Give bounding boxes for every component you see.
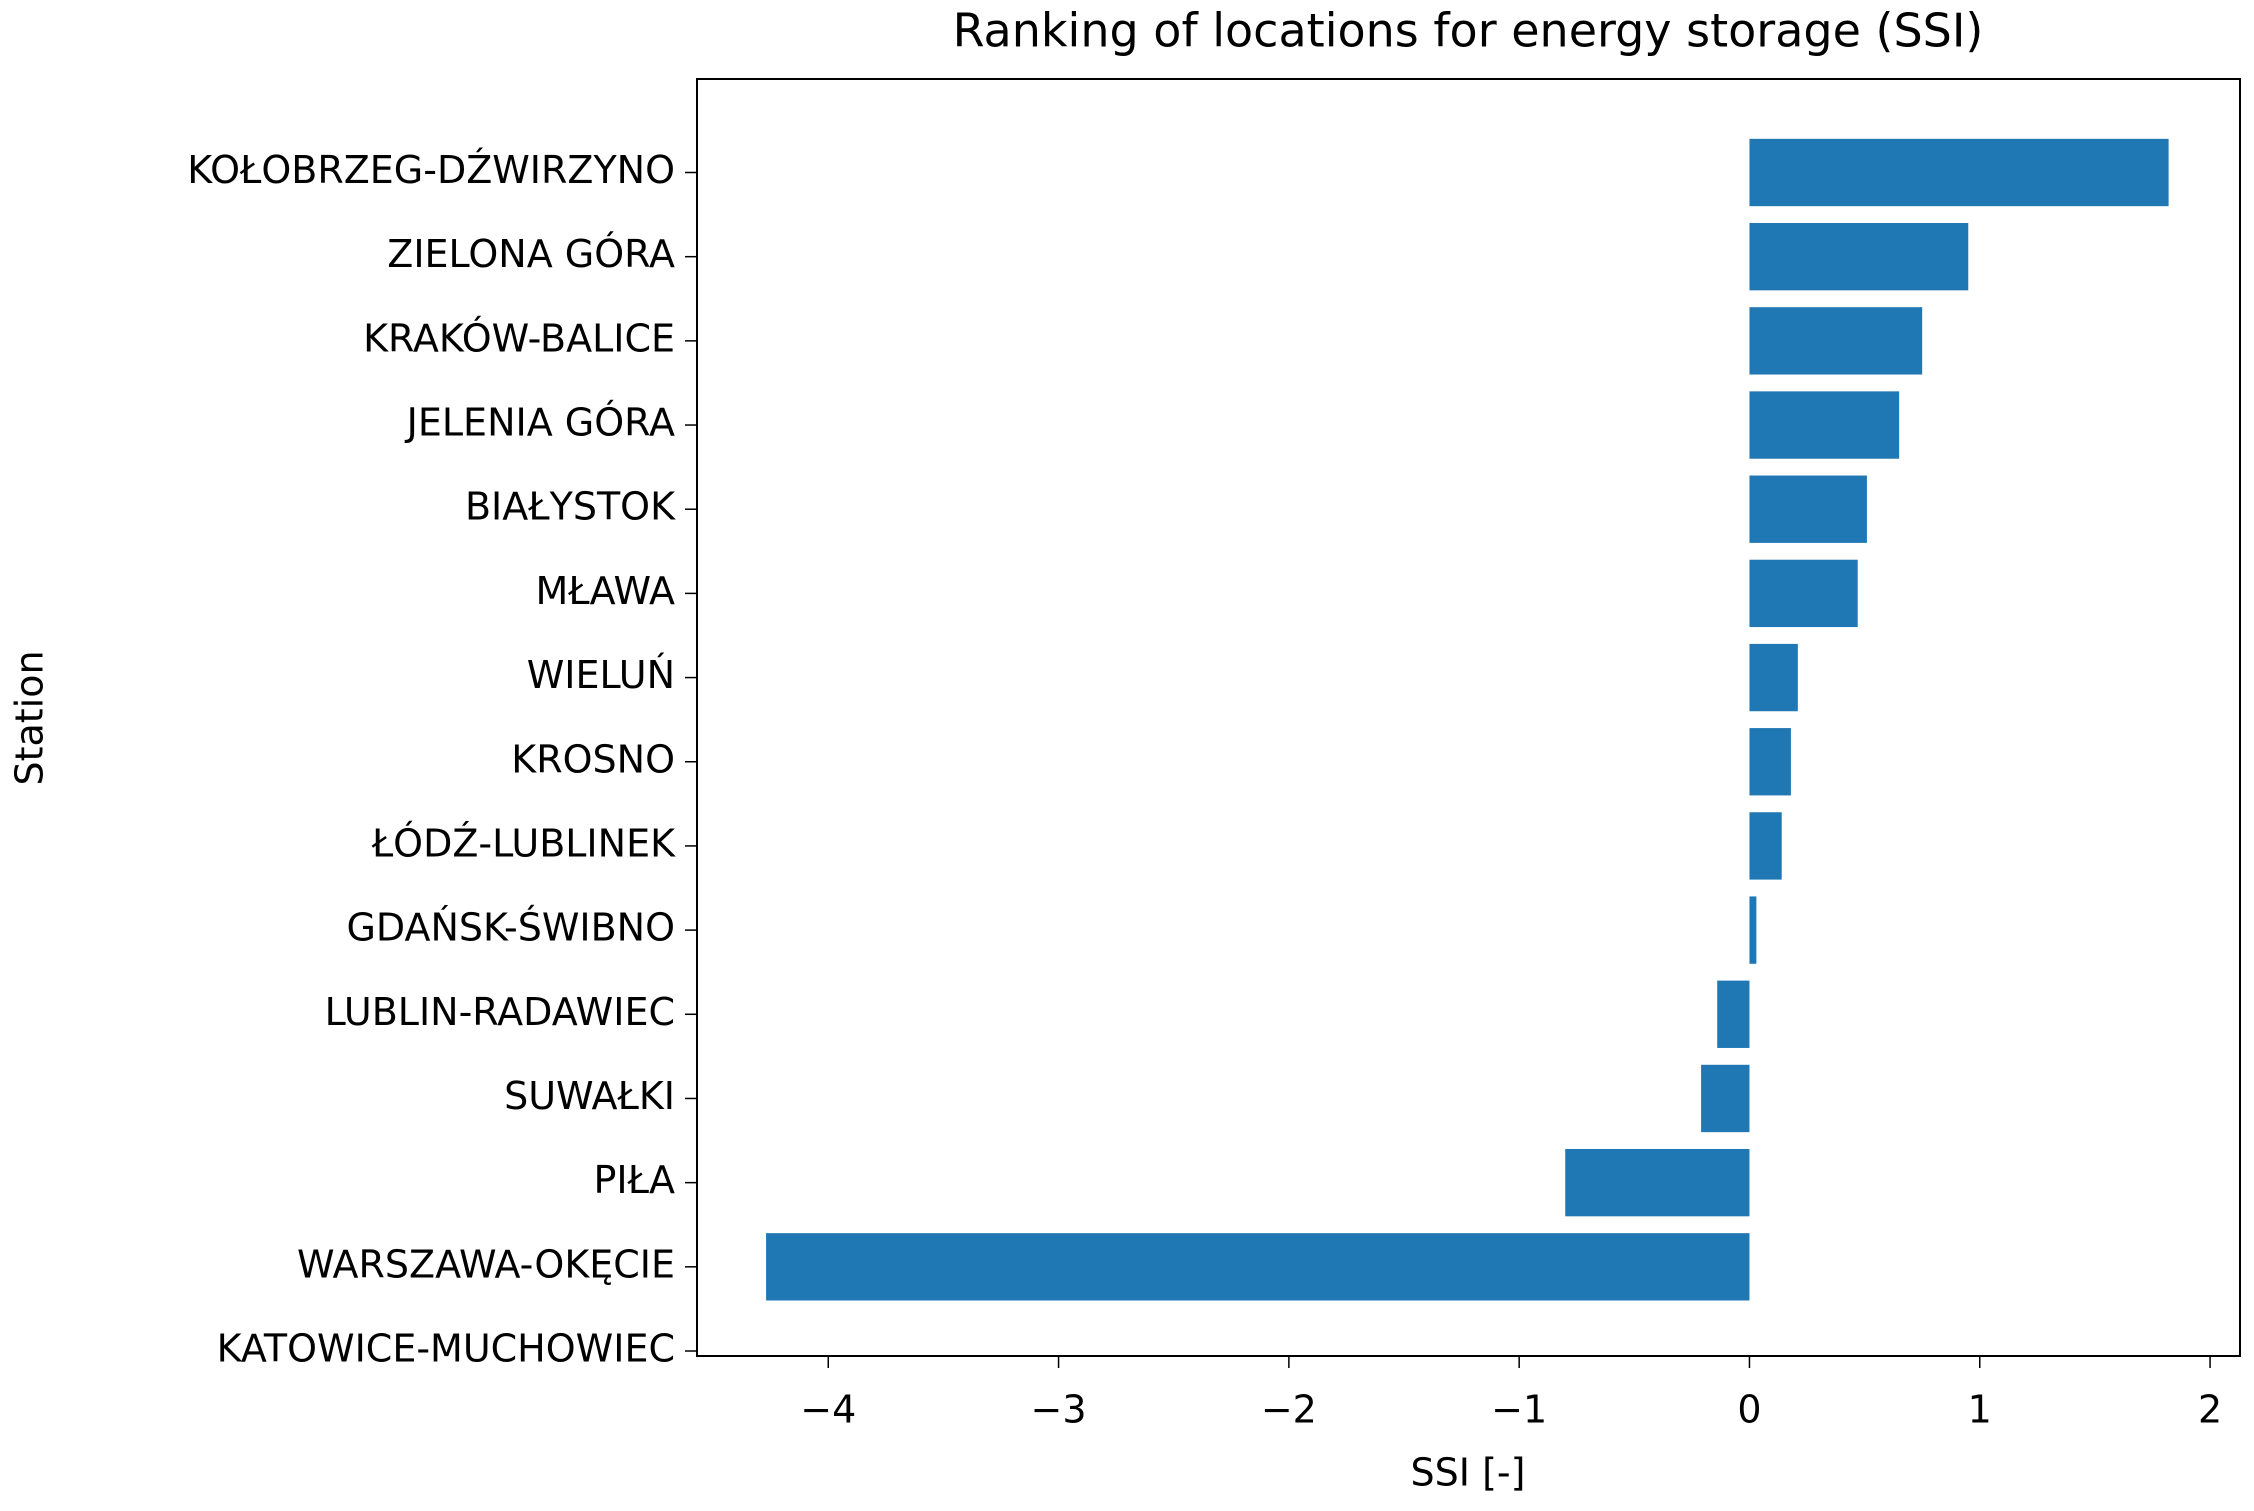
x-tick-label: 0	[1737, 1388, 1761, 1432]
y-tick-label: ŁÓDŹ-LUBLINEK	[371, 821, 676, 865]
y-tick-label: PIŁA	[594, 1158, 675, 1202]
x-tick-label: 2	[2198, 1388, 2222, 1432]
bar	[1749, 307, 1923, 375]
bar	[766, 1233, 1750, 1301]
y-tick-label: GDAŃSK-ŚWIBNO	[346, 906, 675, 950]
y-tick-label: JELENIA GÓRA	[405, 401, 675, 445]
bar	[1749, 475, 1867, 543]
y-tick-label: WARSZAWA-OKĘCIE	[297, 1242, 675, 1286]
x-tick-label: −1	[1491, 1388, 1547, 1432]
chart-title: Ranking of locations for energy storage …	[953, 4, 1984, 58]
y-tick-label: MŁAWA	[535, 569, 675, 613]
y-tick-label: BIAŁYSTOK	[465, 485, 676, 529]
bar	[1565, 1148, 1750, 1217]
bar	[1749, 391, 1900, 459]
x-tick-label: 1	[1968, 1388, 1992, 1432]
x-axis-label: SSI [-]	[1411, 1451, 1526, 1495]
y-tick-label: LUBLIN-RADAWIEC	[325, 990, 675, 1034]
plot-frame	[696, 78, 2241, 1357]
x-tick-label: −3	[1031, 1388, 1087, 1432]
bar	[1749, 138, 2169, 207]
x-tick-label: −4	[800, 1388, 856, 1432]
x-tick-label: −2	[1261, 1388, 1317, 1432]
y-tick-label: KROSNO	[511, 737, 675, 781]
bar	[1749, 896, 1757, 964]
y-axis-label: Station	[8, 650, 52, 785]
bar	[1749, 812, 1782, 880]
bar	[1749, 728, 1791, 796]
y-tick-label: ZIELONA GÓRA	[387, 232, 675, 276]
bar	[1701, 1064, 1750, 1133]
bar	[1717, 980, 1750, 1048]
y-tick-label: KOŁOBRZEG-DŹWIRZYNO	[187, 148, 675, 192]
bar	[1749, 643, 1798, 712]
y-tick-label: SUWAŁKI	[504, 1074, 675, 1118]
y-tick-label: KRAKÓW-BALICE	[363, 316, 675, 360]
bar	[1749, 559, 1858, 628]
bar	[1749, 223, 1969, 291]
y-tick-label: KATOWICE-MUCHOWIEC	[217, 1327, 675, 1371]
y-tick-label: WIELUŃ	[527, 653, 675, 697]
